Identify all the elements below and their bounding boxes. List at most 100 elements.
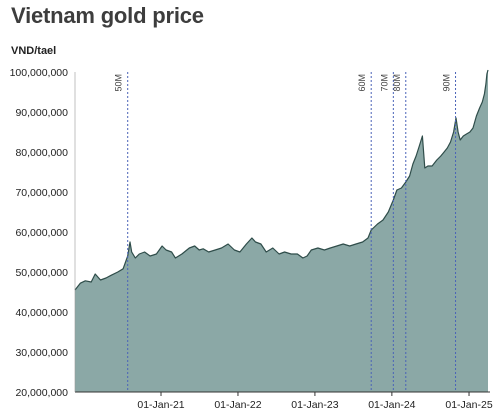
data-point bbox=[135, 257, 136, 258]
x-tick-label: 01-Jan-24 bbox=[368, 399, 415, 411]
y-tick-label: 30,000,000 bbox=[15, 347, 68, 359]
data-point bbox=[401, 187, 402, 188]
data-point bbox=[377, 223, 378, 224]
marker-label-80M: 80M bbox=[392, 74, 402, 92]
data-point bbox=[181, 253, 182, 254]
data-point bbox=[272, 247, 273, 248]
data-point bbox=[307, 255, 308, 256]
data-point bbox=[367, 237, 368, 238]
data-point bbox=[203, 248, 204, 249]
data-point bbox=[440, 155, 441, 156]
data-point bbox=[311, 249, 312, 250]
data-point bbox=[266, 251, 267, 252]
data-point bbox=[291, 253, 292, 254]
data-point bbox=[95, 273, 96, 274]
y-tick-label: 20,000,000 bbox=[15, 387, 68, 399]
data-point bbox=[469, 131, 470, 132]
data-point bbox=[463, 135, 464, 136]
data-point bbox=[355, 243, 356, 244]
data-point bbox=[317, 247, 318, 248]
y-tick-label: 100,000,000 bbox=[10, 67, 69, 79]
data-point bbox=[234, 249, 235, 250]
x-tick-label: 01-Jan-21 bbox=[137, 399, 184, 411]
data-point bbox=[228, 243, 229, 244]
data-point bbox=[221, 247, 222, 248]
data-point bbox=[416, 155, 417, 156]
marker-label-50M: 50M bbox=[114, 74, 124, 92]
data-point bbox=[162, 245, 163, 246]
x-tick-label: 01-Jan-25 bbox=[445, 399, 492, 411]
y-tick-label: 40,000,000 bbox=[15, 307, 68, 319]
marker-label-70M: 70M bbox=[379, 74, 389, 92]
data-point bbox=[105, 277, 106, 278]
data-point bbox=[409, 175, 410, 176]
data-point bbox=[453, 131, 454, 132]
data-point bbox=[476, 115, 477, 116]
data-point bbox=[486, 73, 487, 74]
data-point bbox=[362, 241, 363, 242]
data-point bbox=[343, 243, 344, 244]
marker-label-60M: 60M bbox=[357, 74, 367, 92]
series-line-0 bbox=[74, 69, 489, 291]
chart-title: Vietnam gold price bbox=[11, 3, 204, 28]
data-point bbox=[302, 257, 303, 258]
marker-label-90M: 90M bbox=[442, 74, 452, 92]
data-point bbox=[208, 251, 209, 252]
data-point bbox=[458, 131, 459, 132]
data-point bbox=[479, 107, 480, 108]
data-point bbox=[150, 255, 151, 256]
data-point bbox=[447, 147, 448, 148]
data-point bbox=[85, 280, 86, 281]
data-point bbox=[215, 249, 216, 250]
data-point bbox=[175, 257, 176, 258]
data-point bbox=[336, 245, 337, 246]
data-point bbox=[156, 253, 157, 254]
data-point bbox=[111, 275, 112, 276]
data-point bbox=[412, 163, 413, 164]
data-point bbox=[484, 93, 485, 94]
data-point bbox=[171, 251, 172, 252]
data-point bbox=[129, 241, 130, 242]
data-point bbox=[297, 253, 298, 254]
y-tick-label: 50,000,000 bbox=[15, 267, 68, 279]
data-point bbox=[189, 247, 190, 248]
data-point bbox=[117, 271, 118, 272]
x-tick-label: 01-Jan-23 bbox=[291, 399, 338, 411]
data-point bbox=[427, 165, 428, 166]
y-tick-label: 90,000,000 bbox=[15, 107, 68, 119]
data-point bbox=[432, 165, 433, 166]
data-point bbox=[466, 133, 467, 134]
x-tick-label: 01-Jan-22 bbox=[214, 399, 261, 411]
data-point bbox=[166, 249, 167, 250]
y-tick-label: 80,000,000 bbox=[15, 147, 68, 159]
series-area-0 bbox=[75, 70, 488, 392]
y-axis-unit-label: VND/tael bbox=[11, 45, 57, 57]
data-point bbox=[123, 268, 124, 269]
y-tick-label: 60,000,000 bbox=[15, 227, 68, 239]
data-point bbox=[246, 243, 247, 244]
data-point bbox=[382, 219, 383, 220]
data-point bbox=[388, 211, 389, 212]
data-point bbox=[472, 127, 473, 128]
data-point bbox=[396, 189, 397, 190]
data-point bbox=[279, 253, 280, 254]
data-point bbox=[419, 145, 420, 146]
data-point bbox=[349, 245, 350, 246]
data-point bbox=[436, 159, 437, 160]
data-point bbox=[444, 151, 445, 152]
data-point bbox=[251, 237, 252, 238]
data-point bbox=[460, 139, 461, 140]
data-point bbox=[199, 249, 200, 250]
data-point bbox=[330, 247, 331, 248]
data-point bbox=[422, 135, 423, 136]
data-point bbox=[284, 251, 285, 252]
data-point bbox=[131, 251, 132, 252]
data-point bbox=[487, 69, 488, 70]
data-point bbox=[194, 245, 195, 246]
data-point bbox=[324, 249, 325, 250]
data-point bbox=[91, 281, 92, 282]
data-point bbox=[255, 241, 256, 242]
data-point bbox=[482, 101, 483, 102]
data-point bbox=[260, 243, 261, 244]
